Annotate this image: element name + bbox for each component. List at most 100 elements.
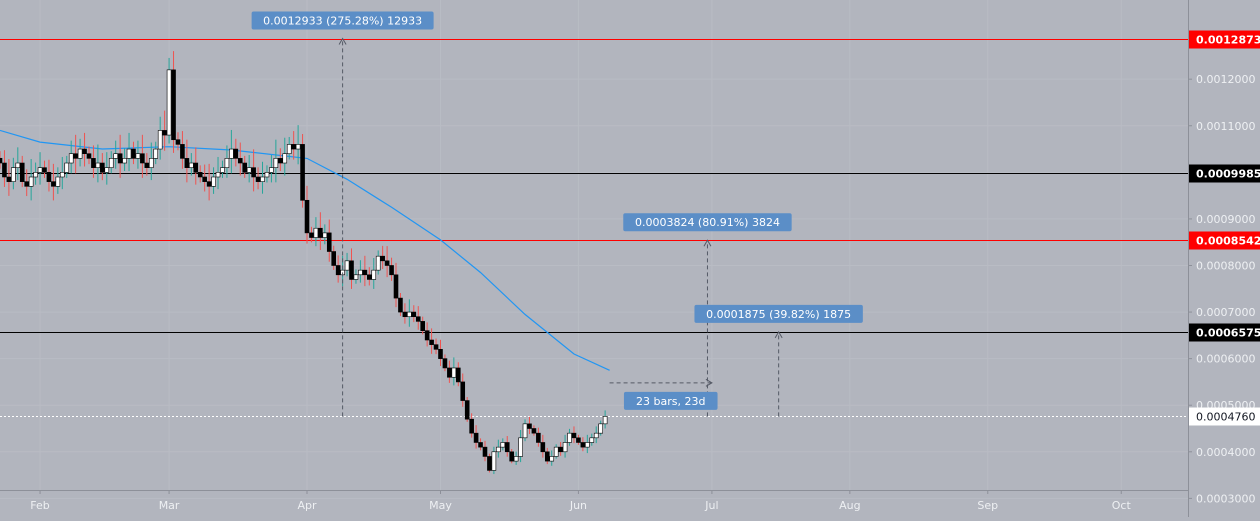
candle[interactable] [513,451,519,465]
candle[interactable] [598,420,603,436]
candle[interactable] [433,338,439,355]
candle[interactable] [593,426,599,444]
candle[interactable] [11,157,16,190]
candle[interactable] [567,428,572,446]
candle[interactable] [326,219,332,262]
candle[interactable] [571,426,577,444]
candle[interactable] [6,159,12,196]
candle[interactable] [469,413,474,438]
candle[interactable] [496,439,501,458]
candle[interactable] [304,185,310,244]
candle[interactable] [162,110,167,151]
candle[interactable] [518,430,523,463]
candle[interactable] [282,137,288,176]
candle[interactable] [362,255,368,287]
candle[interactable] [442,354,448,372]
candle[interactable] [531,425,537,436]
candle[interactable] [237,142,243,176]
candle[interactable] [318,212,323,251]
candle[interactable] [273,139,279,183]
candle[interactable] [42,160,47,178]
candle[interactable] [540,434,546,458]
candle[interactable] [393,262,399,308]
candle[interactable] [64,155,70,178]
candle[interactable] [202,164,207,192]
candle[interactable] [100,153,105,181]
candle[interactable] [407,299,412,327]
candle[interactable] [491,446,497,475]
candle[interactable] [344,252,350,277]
candle[interactable] [460,373,466,407]
candle[interactable] [77,138,83,167]
candle[interactable] [562,434,568,458]
price-scale[interactable] [1188,0,1260,517]
candle[interactable] [91,145,96,178]
candle[interactable] [415,306,421,330]
candle[interactable] [73,134,78,174]
candle[interactable] [411,305,417,323]
candle[interactable] [375,250,381,275]
candle[interactable] [37,152,43,185]
candle[interactable] [389,257,394,281]
candle[interactable] [504,436,510,457]
candle[interactable] [420,316,425,335]
candle[interactable] [331,245,337,270]
candle[interactable] [349,248,354,289]
candle[interactable] [527,416,532,435]
candle[interactable] [309,226,314,243]
candle[interactable] [220,160,225,178]
candle[interactable] [51,163,56,201]
candle[interactable] [113,140,118,169]
candle[interactable] [24,169,29,197]
candle[interactable] [286,136,292,160]
candle[interactable] [144,153,150,176]
candle[interactable] [478,438,483,451]
candle[interactable] [313,217,319,247]
candle[interactable] [140,134,145,178]
candle[interactable] [544,447,550,465]
candle[interactable] [558,441,563,456]
candle[interactable] [260,161,265,194]
candle[interactable] [189,153,194,176]
candle[interactable] [86,146,92,165]
candle[interactable] [175,132,181,151]
candle[interactable] [131,141,136,165]
candle[interactable] [438,339,443,367]
candle[interactable] [117,134,123,178]
candle[interactable] [264,165,270,183]
candle[interactable] [358,260,363,283]
candle[interactable] [251,149,256,192]
candle[interactable] [46,159,52,192]
candle[interactable] [135,140,141,169]
candle[interactable] [246,154,252,183]
candle[interactable] [269,154,274,183]
candle[interactable] [509,448,514,464]
candle[interactable] [184,139,190,183]
candle[interactable] [122,148,127,171]
candle[interactable] [0,151,3,169]
candle[interactable] [295,125,301,165]
candle[interactable] [104,152,110,185]
candle[interactable] [59,156,65,190]
candle[interactable] [553,444,559,459]
candle[interactable] [602,410,608,429]
candle[interactable] [464,396,470,422]
candle[interactable] [278,148,283,171]
candle[interactable] [536,427,541,447]
candle[interactable] [224,145,230,178]
candle[interactable] [380,245,385,269]
candle[interactable] [233,138,239,167]
candle[interactable] [482,440,488,462]
candle[interactable] [126,132,132,172]
candle[interactable] [371,258,377,289]
candle[interactable] [68,140,74,174]
candle[interactable] [193,147,199,185]
candle[interactable] [398,292,403,316]
candle[interactable] [15,147,21,181]
candle[interactable] [28,159,34,201]
candle[interactable] [33,162,38,185]
candle[interactable] [180,131,185,169]
candle[interactable] [291,131,296,160]
candle[interactable] [215,156,221,190]
